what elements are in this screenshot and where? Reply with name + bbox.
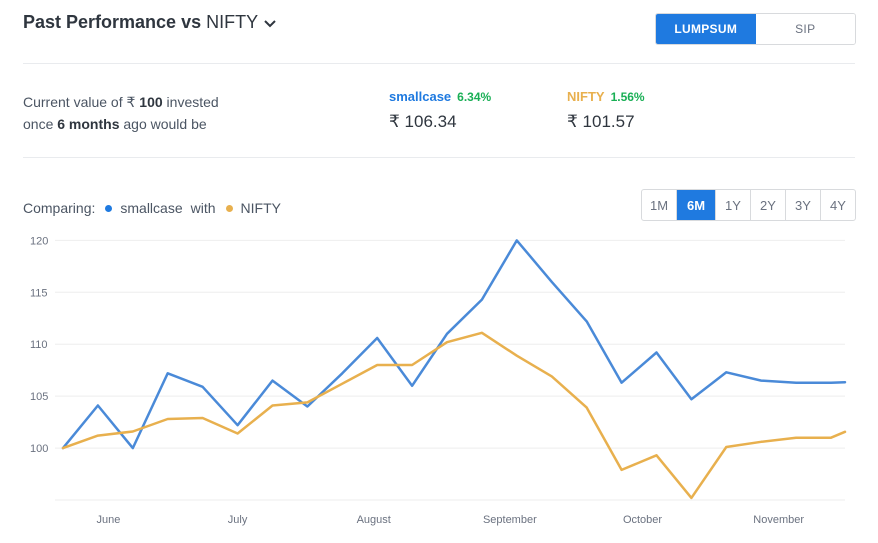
header: Past Performance vs NIFTY bbox=[23, 12, 277, 33]
index-selector[interactable]: NIFTY bbox=[206, 12, 258, 32]
lumpsum-button[interactable]: LUMPSUM bbox=[656, 14, 756, 44]
index-selector-label: NIFTY bbox=[206, 12, 259, 32]
comparing-legend: Comparing: smallcase with NIFTY bbox=[23, 200, 281, 216]
current-value-text: Current value of ₹ 100 invested once 6 m… bbox=[23, 91, 219, 135]
comparing-label: Comparing: bbox=[23, 200, 96, 216]
smallcase-label: smallcase bbox=[389, 89, 452, 104]
nifty-performance: NIFTY 1.56% ₹ 101.57 bbox=[567, 89, 645, 132]
sip-button[interactable]: SIP bbox=[755, 14, 855, 44]
summary-text: Current value of ₹ bbox=[23, 94, 136, 110]
x-tick-label: June bbox=[96, 514, 120, 526]
summary-text: once bbox=[23, 116, 54, 132]
summary-text: invested bbox=[166, 94, 219, 110]
smallcase-value: ₹ 106.34 bbox=[389, 112, 457, 131]
nifty-return: 1.56% bbox=[610, 90, 645, 104]
period-3y-button[interactable]: 3Y bbox=[786, 190, 821, 220]
nifty-label: NIFTY bbox=[567, 89, 605, 104]
series-line-nifty bbox=[61, 331, 847, 500]
smallcase-performance: smallcase 6.34% ₹ 106.34 bbox=[389, 89, 491, 132]
summary-text: ago would be bbox=[123, 116, 207, 132]
y-tick-label: 115 bbox=[30, 287, 48, 299]
y-tick-label: 110 bbox=[30, 339, 48, 351]
y-tick-label: 120 bbox=[30, 235, 48, 247]
x-tick-label: November bbox=[753, 514, 804, 526]
period-2y-button[interactable]: 2Y bbox=[751, 190, 786, 220]
x-tick-label: September bbox=[483, 514, 537, 526]
title-text: Past Performance vs bbox=[23, 12, 202, 32]
y-tick-label: 105 bbox=[30, 391, 48, 403]
legend-with: with bbox=[190, 200, 216, 216]
performance-chart: 100 105 110 115 120 June July August September Oc… bbox=[30, 235, 847, 526]
divider bbox=[23, 63, 855, 64]
mode-toggle: LUMPSUM SIP bbox=[655, 13, 856, 45]
smallcase-dot-icon bbox=[105, 204, 113, 212]
period-1y-button[interactable]: 1Y bbox=[716, 190, 751, 220]
page-title: Past Performance vs NIFTY bbox=[23, 12, 258, 33]
period-4y-button[interactable]: 4Y bbox=[830, 197, 846, 213]
nifty-dot-icon bbox=[225, 204, 233, 212]
x-tick-label: August bbox=[357, 514, 391, 526]
period-selector: 1M 6M 1Y 2Y 3Y 4Y bbox=[641, 189, 856, 221]
duration: 6 months bbox=[57, 116, 120, 132]
chevron-down-icon[interactable] bbox=[263, 19, 277, 29]
series-line-smallcase bbox=[61, 239, 847, 450]
smallcase-return: 6.34% bbox=[457, 90, 492, 104]
period-6m-button[interactable]: 6M bbox=[677, 190, 716, 220]
divider bbox=[23, 157, 855, 158]
invested-amount: 100 bbox=[139, 94, 163, 110]
y-tick-label: 100 bbox=[30, 443, 48, 455]
x-tick-label: July bbox=[228, 514, 248, 526]
period-1m-button[interactable]: 1M bbox=[642, 190, 677, 220]
x-tick-label: October bbox=[623, 514, 662, 526]
nifty-value: ₹ 101.57 bbox=[567, 112, 635, 131]
legend-smallcase: smallcase bbox=[120, 200, 183, 216]
legend-nifty: NIFTY bbox=[240, 200, 281, 216]
